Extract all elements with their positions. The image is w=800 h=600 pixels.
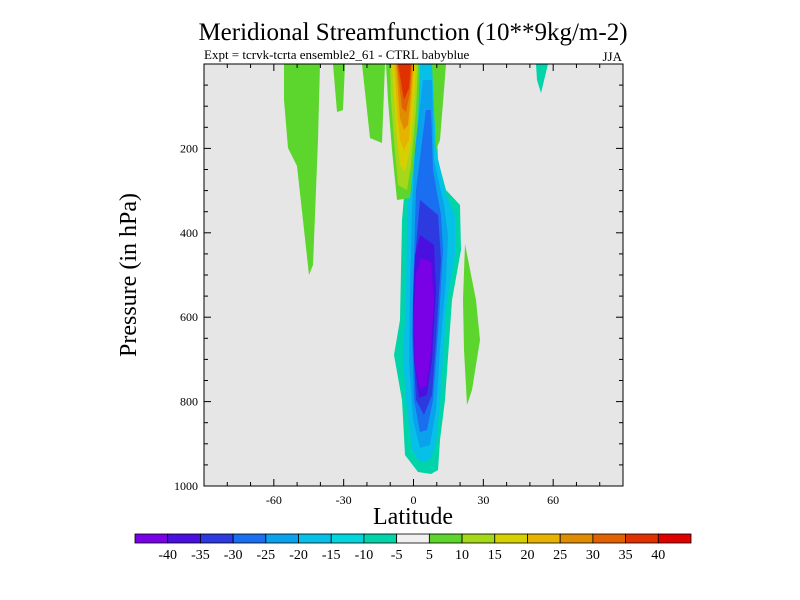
colorbar-label: 25	[553, 548, 567, 563]
colorbar-swatch	[527, 533, 561, 544]
colorbar-swatch	[330, 533, 365, 544]
colorbar-swatch	[167, 533, 201, 544]
colorbar-swatch	[461, 533, 496, 544]
colorbar-label: -25	[256, 548, 275, 563]
colorbar-label: -30	[224, 548, 243, 563]
colorbar-label: 20	[520, 548, 534, 563]
colorbar-label: 35	[619, 548, 633, 563]
x-tick-label: 0	[411, 493, 417, 507]
x-axis-ticks: -60 -30 0 30 60	[203, 64, 624, 507]
colorbar-swatch	[625, 533, 659, 544]
colorbar-swatch	[363, 533, 398, 544]
colorbar-swatch	[396, 533, 430, 544]
colorbar-swatch	[657, 533, 692, 544]
contour-green-right	[463, 244, 480, 405]
y-tick-label: 400	[180, 226, 198, 240]
x-axis-title: Latitude	[373, 504, 453, 530]
contour-green-near-15	[432, 64, 446, 150]
colorbar-label: -20	[289, 548, 308, 563]
chart-subtitle: Expt = tcrvk-tcrta ensemble2_61 - CTRL b…	[204, 47, 470, 62]
colorbar-swatch	[200, 533, 234, 544]
season-label: JJA	[602, 49, 622, 64]
y-tick-label: 200	[180, 141, 198, 155]
colorbar-swatch	[232, 533, 267, 544]
contour-green-left	[284, 64, 320, 275]
x-tick-label: 30	[477, 493, 489, 507]
y-axis-ticks: 200 400 600 800 1000	[174, 63, 623, 493]
colorbar-swatch	[428, 533, 463, 544]
contour-green-top-b	[362, 64, 385, 143]
contour-pos-40	[398, 64, 411, 100]
colorbar-label: 5	[426, 548, 433, 563]
colorbar-label: 40	[651, 548, 665, 563]
y-tick-label: 800	[180, 395, 198, 409]
colorbar-label: -15	[322, 548, 341, 563]
contour-level-neg40	[414, 258, 434, 390]
y-tick-label: 1000	[174, 479, 198, 493]
y-tick-label: 600	[180, 310, 198, 324]
contour-green-top-a	[333, 64, 345, 112]
colorbar-label: 30	[586, 548, 600, 563]
plot-area: -60 -30 0 30 60 200 400 600 800 1000	[174, 63, 624, 507]
colorbar-swatch	[265, 533, 299, 544]
colorbar-label: 15	[488, 548, 502, 563]
colorbar-label: -5	[391, 548, 403, 563]
colorbar-swatch	[134, 533, 169, 544]
colorbar-label: -40	[158, 548, 177, 563]
x-tick-label: -60	[266, 493, 282, 507]
colorbar-swatch	[592, 533, 626, 544]
x-tick-label: -30	[336, 493, 352, 507]
colorbar-swatch	[494, 533, 528, 544]
y-axis-title: Pressure (in hPa)	[116, 193, 142, 357]
contour-cyan-small	[536, 64, 548, 93]
colorbar-label: -35	[191, 548, 210, 563]
colorbar-swatch	[298, 533, 332, 544]
colorbar-swatch	[559, 533, 594, 544]
contour-fills	[284, 64, 548, 474]
x-tick-label: 60	[547, 493, 559, 507]
colorbar: -40 -35 -30 -25 -20 -15 -10 -5 5 10 15 20 25 30 35 40	[134, 533, 692, 563]
colorbar-label: -10	[355, 548, 374, 563]
chart-title: Meridional Streamfunction (10**9kg/m-2)	[198, 19, 627, 46]
colorbar-label: 10	[455, 548, 469, 563]
